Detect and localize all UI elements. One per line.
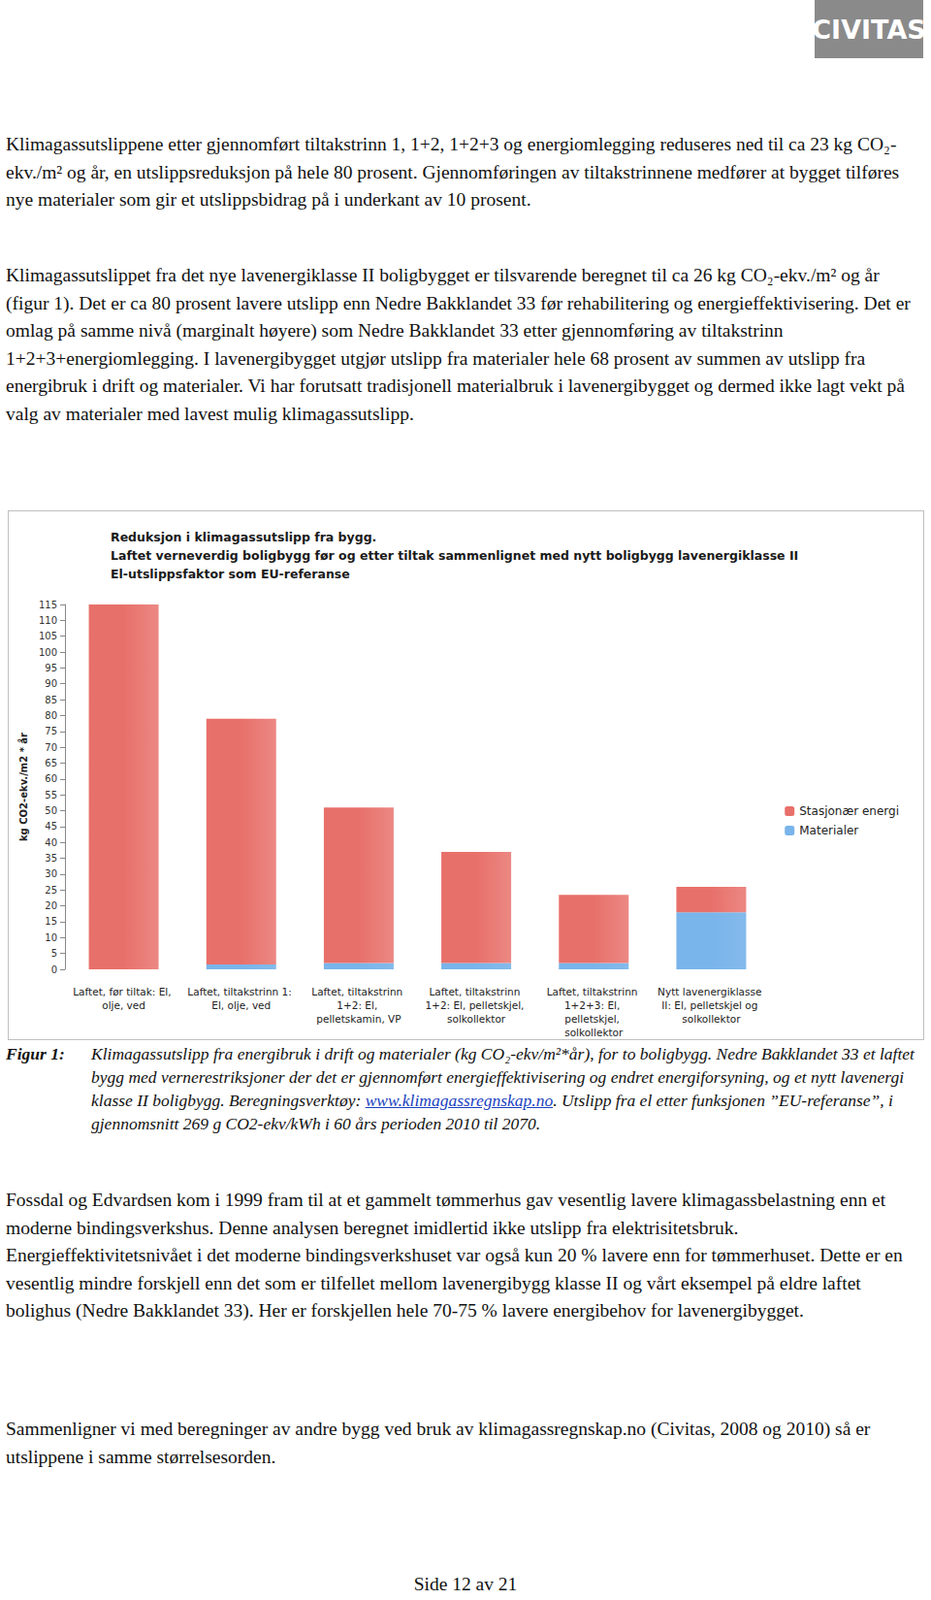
html-text:CIVITAS: CIVITAS xyxy=(812,14,926,45)
svg-text:kg CO2-ekv./m2 * år: kg CO2-ekv./m2 * år xyxy=(17,732,30,841)
svg-text:II: El, pelletskjel og: II: El, pelletskjel og xyxy=(661,998,761,1011)
svg-text:0: 0 xyxy=(51,963,58,975)
html-text:Figur 1:: Figur 1: xyxy=(5,1043,65,1063)
svg-text:10: 10 xyxy=(44,931,58,943)
html-text:Klimagassutslippene etter gjen: Klimagassutslippene etter gjennomført ti… xyxy=(5,133,900,210)
svg-text:85: 85 xyxy=(44,694,58,706)
svg-text:1+2: El, pelletskjel,: 1+2: El, pelletskjel, xyxy=(424,998,527,1011)
svg-text:Laftet, tiltakstrinn: Laftet, tiltakstrinn xyxy=(546,985,642,997)
svg-text:20: 20 xyxy=(44,899,58,911)
svg-text:Laftet, før tiltak: El,: Laftet, før tiltak: El, xyxy=(72,985,175,997)
svg-text:100: 100 xyxy=(38,646,58,658)
svg-text:Laftet verneverdig boligbygg f: Laftet verneverdig boligbygg før og ette… xyxy=(110,547,799,563)
svg-text:pelletskjel,: pelletskjel, xyxy=(564,1012,623,1025)
svg-text:90: 90 xyxy=(44,677,58,689)
svg-text:solkollektor: solkollektor xyxy=(681,1012,741,1025)
svg-text:70: 70 xyxy=(44,741,58,753)
html-text:Klimagassutslipp fra energibru: Klimagassutslipp fra energibruk i drift … xyxy=(91,1043,915,1133)
svg-text:75: 75 xyxy=(44,725,58,737)
svg-text:Materialer: Materialer xyxy=(799,823,859,837)
svg-text:45: 45 xyxy=(44,820,58,832)
svg-text:Stasjonær energi: Stasjonær energi xyxy=(799,803,899,818)
svg-text:olje, ved: olje, ved xyxy=(101,998,146,1011)
svg-text:pelletskamin, VP: pelletskamin, VP xyxy=(316,1012,401,1025)
svg-text:35: 35 xyxy=(44,852,58,864)
svg-text:solkollektor: solkollektor xyxy=(447,1012,507,1025)
html-text:Fossdal og Edvardsen kom i 199: Fossdal og Edvardsen kom i 1999 fram til… xyxy=(5,1188,903,1320)
svg-text:110: 110 xyxy=(38,614,58,626)
svg-text:65: 65 xyxy=(44,757,58,769)
html-text:Side 12 av 21: Side 12 av 21 xyxy=(413,1573,518,1594)
svg-text:55: 55 xyxy=(44,789,58,801)
svg-text:Laftet, tiltakstrinn 1:: Laftet, tiltakstrinn 1: xyxy=(187,985,295,997)
svg-text:Laftet, tiltakstrinn: Laftet, tiltakstrinn xyxy=(428,985,523,997)
svg-text:solkollektor: solkollektor xyxy=(564,1026,624,1038)
svg-text:60: 60 xyxy=(44,772,58,784)
svg-text:1+2+3: El,: 1+2+3: El, xyxy=(564,998,624,1011)
svg-text:95: 95 xyxy=(44,662,58,674)
svg-text:80: 80 xyxy=(44,709,58,721)
html-text:Sammenligner vi med beregninge: Sammenligner vi med beregninger av andre… xyxy=(5,1417,871,1466)
svg-text:El, olje, ved: El, olje, ved xyxy=(211,998,271,1011)
svg-text:15: 15 xyxy=(44,915,58,927)
svg-text:30: 30 xyxy=(44,867,58,879)
svg-text:El-utslippsfaktor som EU-refer: El-utslippsfaktor som EU-referanse xyxy=(110,566,351,581)
svg-text:50: 50 xyxy=(44,804,58,816)
svg-text:40: 40 xyxy=(44,836,58,848)
svg-text:Nytt lavenergiklasse: Nytt lavenergiklasse xyxy=(657,985,766,997)
svg-text:1+2: El,: 1+2: El, xyxy=(336,998,381,1011)
svg-text:115: 115 xyxy=(38,599,58,610)
svg-text:Reduksjon i klimagassutslipp f: Reduksjon i klimagassutslipp fra bygg. xyxy=(110,529,377,545)
svg-text:Laftet, tiltakstrinn: Laftet, tiltakstrinn xyxy=(311,985,406,997)
svg-text:5: 5 xyxy=(51,947,58,959)
html-text:Klimagassutslippet fra det nye: Klimagassutslippet fra det nye lavenergi… xyxy=(5,264,911,424)
svg-text:25: 25 xyxy=(44,884,58,896)
svg-text:105: 105 xyxy=(38,630,58,642)
